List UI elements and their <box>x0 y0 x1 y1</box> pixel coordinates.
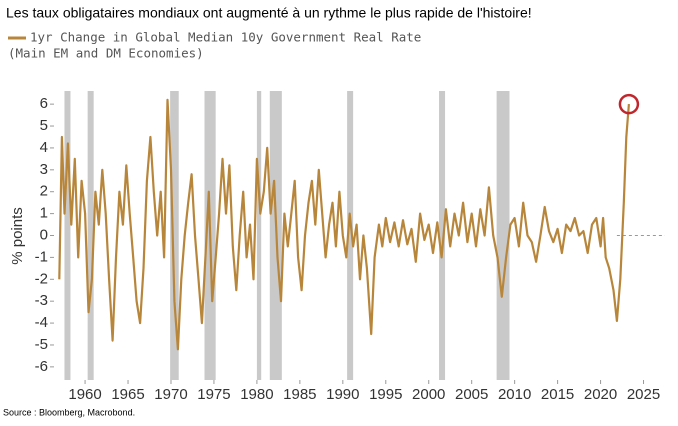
shaded-period <box>170 91 179 380</box>
y-tick-label: 1 <box>40 205 48 222</box>
x-tick-label: 1970 <box>154 386 187 403</box>
legend-note: (Main EM and DM Economies) <box>8 46 204 61</box>
x-tick-label: 1980 <box>240 386 273 403</box>
y-tick-label: -5 <box>35 336 48 353</box>
data-line <box>58 98 630 351</box>
x-tick-label: 2020 <box>584 386 617 403</box>
x-tick-label: 1960 <box>68 386 101 403</box>
shaded-period <box>347 91 354 380</box>
y-tick-label: 2 <box>40 183 48 200</box>
x-tick-label: 2000 <box>412 386 445 403</box>
x-tick-label: 1975 <box>197 386 230 403</box>
y-tick-label: 4 <box>40 139 48 156</box>
y-axis-label: % points <box>9 207 26 265</box>
y-tick-label: -6 <box>35 358 48 375</box>
x-tick-label: 2025 <box>627 386 660 403</box>
x-tick-label: 1985 <box>283 386 316 403</box>
legend-label: 1yr Change in Global Median 10y Governme… <box>30 30 421 45</box>
x-tick-label: 1990 <box>326 386 359 403</box>
y-tick-label: 5 <box>40 117 48 134</box>
y-tick-label: 3 <box>40 161 48 178</box>
y-tick-label: 0 <box>40 226 48 243</box>
shaded-period <box>64 91 71 380</box>
shaded-period <box>256 91 262 380</box>
shaded-period <box>496 91 510 380</box>
shaded-period <box>439 91 446 380</box>
y-tick-label: -4 <box>35 314 48 331</box>
y-tick-label: -2 <box>35 270 48 287</box>
chart-title: Les taux obligataires mondiaux ont augme… <box>6 5 532 21</box>
y-tick-label: 6 <box>40 95 48 112</box>
x-tick-label: 1995 <box>369 386 402 403</box>
y-tick-label: -3 <box>35 292 48 309</box>
source-note: Source : Bloomberg, Macrobond. <box>3 407 135 417</box>
x-tick-label: 2010 <box>498 386 531 403</box>
y-tick-label: -1 <box>35 248 48 265</box>
x-tick-label: 2005 <box>455 386 488 403</box>
shaded-period <box>87 91 94 380</box>
highlight-circle <box>618 93 640 115</box>
x-tick-label: 2015 <box>541 386 574 403</box>
x-tick-label: 1965 <box>111 386 144 403</box>
